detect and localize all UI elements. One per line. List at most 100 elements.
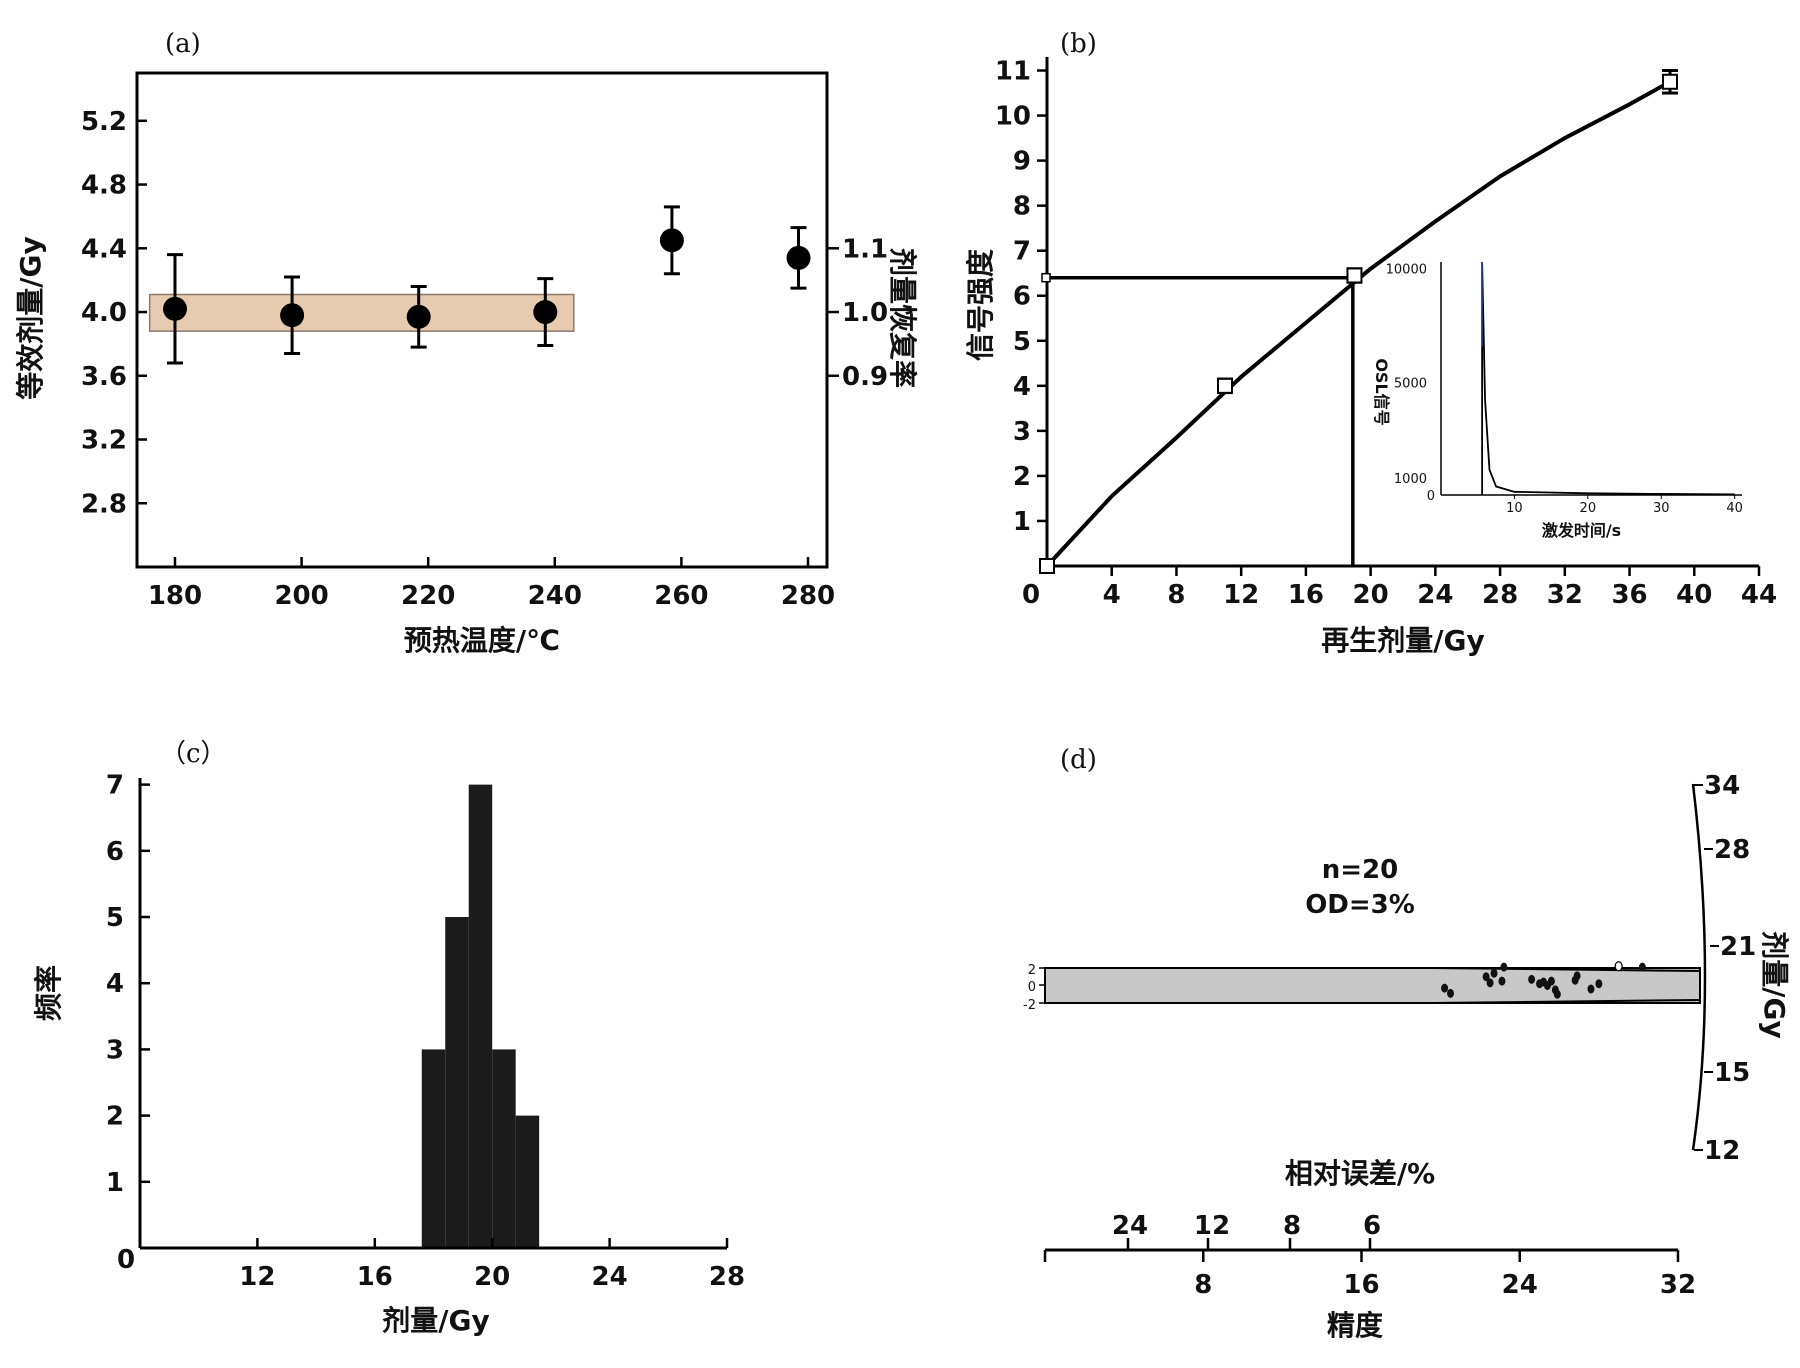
inset-y-tick-label: 5000 <box>1394 377 1427 392</box>
x-tick-label: 28 <box>709 1262 745 1292</box>
histogram-bar <box>515 1115 540 1248</box>
x-tick-label: 36 <box>1611 580 1647 610</box>
y-tick-label: 2 <box>106 1102 124 1132</box>
inset-y-tick-label: 1000 <box>1394 472 1427 487</box>
x-tick-label: 260 <box>654 581 708 611</box>
y-tick-label: 7 <box>106 771 124 801</box>
x-tick-label: 40 <box>1676 580 1712 610</box>
y-tick-label: 4.8 <box>81 171 127 201</box>
z-tick-label: -2 <box>1023 998 1036 1013</box>
x-axis-title: 精度 <box>1327 1309 1383 1342</box>
data-point <box>1498 976 1506 986</box>
data-point <box>1486 978 1494 988</box>
x-tick-label: 20 <box>1353 580 1389 610</box>
data-point <box>1500 962 1508 972</box>
data-point <box>162 296 187 321</box>
panel-a: (a) 180 200 220 240 260 280 2.8 3.2 3.6 4.0 4.4 4.8 5… <box>14 29 919 657</box>
data-point <box>1447 988 1455 998</box>
panel-b: (b)0 4 8 12 16 20 24 28 32 36 40 441234567891011再生剂… <box>964 29 1777 657</box>
relative-error-title: 相对误差/% <box>1285 1157 1435 1190</box>
inset-y-axis-title: OSL信号 <box>1372 358 1391 425</box>
inset-x-tick-label: 20 <box>1580 501 1597 516</box>
y2-tick-label: 0.9 <box>842 362 888 392</box>
y-tick-label: 4 <box>1013 372 1031 402</box>
inset-x-axis-title: 激发时间/s <box>1542 521 1621 540</box>
x-axis-title: 预热温度/℃ <box>404 624 560 657</box>
y-tick-label: 4 <box>106 969 124 999</box>
data-point <box>1547 976 1555 986</box>
y-tick-label: 9 <box>1013 147 1031 177</box>
panel-label: （c） <box>160 739 227 769</box>
x-tick-label: 24 <box>1417 580 1453 610</box>
x-tick-label: 28 <box>1482 580 1518 610</box>
data-point <box>1490 968 1498 978</box>
y-tick-label: 5 <box>106 903 124 933</box>
precision-tick-label: 24 <box>1502 1270 1538 1300</box>
natural-signal-marker <box>1041 272 1051 283</box>
x-tick-label: 32 <box>1547 580 1583 610</box>
precision-tick-label: 8 <box>1194 1270 1212 1300</box>
sample-count: n=20 <box>1322 855 1398 885</box>
x-tick-label: 280 <box>781 581 835 611</box>
data-point <box>280 303 305 328</box>
histogram-bar <box>492 1049 516 1248</box>
y-tick-label: 5.2 <box>81 107 127 137</box>
y-tick-label: 11 <box>995 57 1031 87</box>
data-point <box>1553 989 1561 999</box>
x-tick-label: 200 <box>274 581 328 611</box>
data-point <box>659 228 684 253</box>
y2-tick-label: 1.0 <box>842 298 888 328</box>
band-edge-top <box>1431 967 1701 972</box>
dose-recovery-band <box>148 293 575 332</box>
dose-tick-label: 15 <box>1714 1058 1750 1088</box>
y-tick-label: 6 <box>1013 282 1031 312</box>
y2-axis-title: 剂量恢复率 <box>886 248 919 388</box>
data-point <box>1039 558 1055 574</box>
data-point <box>1587 984 1595 994</box>
z-tick-label: 2 <box>1028 963 1036 978</box>
x-tick-label: 8 <box>1167 580 1185 610</box>
x-tick-label: 0 <box>1022 580 1040 610</box>
data-point <box>1346 267 1363 284</box>
x-tick-label: 20 <box>474 1262 510 1292</box>
x-tick-label: 12 <box>239 1262 275 1292</box>
x-tick-label: 16 <box>1288 580 1324 610</box>
x-tick-label: 0 <box>117 1245 135 1275</box>
panel-label: (d) <box>1060 745 1097 775</box>
precision-tick-label: 16 <box>1343 1270 1379 1300</box>
relative-error-tick-label: 8 <box>1283 1211 1301 1241</box>
y-tick-label: 4.0 <box>81 298 127 328</box>
y-tick-label: 5 <box>1013 327 1031 357</box>
histogram-bar <box>445 917 469 1248</box>
overdispersion: OD=3% <box>1305 890 1415 920</box>
inset-osl-line <box>1481 261 1735 496</box>
inset-y-tick-label: 0 <box>1427 489 1435 504</box>
x-tick-label: 220 <box>401 581 455 611</box>
dose-tick-label: 28 <box>1714 835 1750 865</box>
panel-label: (b) <box>1060 29 1097 59</box>
histogram-bar <box>421 1049 446 1248</box>
precision-tick-label: 32 <box>1660 1270 1696 1300</box>
x-tick-label: 12 <box>1223 580 1259 610</box>
y-tick-label: 6 <box>106 837 124 867</box>
data-point <box>1573 971 1581 981</box>
data-point <box>1441 983 1449 993</box>
x-tick-label: 44 <box>1741 580 1777 610</box>
dose-response-curve <box>1045 80 1671 568</box>
data-point <box>1662 73 1678 90</box>
y-tick-label: 10 <box>995 102 1031 132</box>
x-tick-label: 240 <box>528 581 582 611</box>
y-tick-label: 2.8 <box>81 489 127 519</box>
data-point <box>786 245 811 270</box>
y-tick-label: 8 <box>1013 192 1031 222</box>
relative-error-tick-label: 24 <box>1112 1211 1148 1241</box>
y-tick-label: 1 <box>106 1168 124 1198</box>
z-tick-label: 0 <box>1028 980 1036 995</box>
y-tick-label: 1 <box>1013 507 1031 537</box>
y-tick-label: 3.6 <box>81 362 127 392</box>
dose-axis-title: 剂量/Gy <box>1758 931 1791 1038</box>
dose-tick-label: 21 <box>1720 932 1756 962</box>
dose-tick-label: 12 <box>1704 1136 1740 1166</box>
